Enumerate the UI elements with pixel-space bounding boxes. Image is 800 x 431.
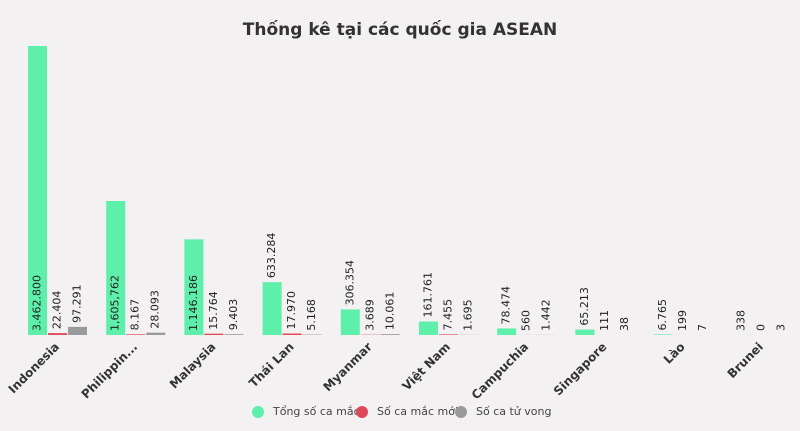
bar — [48, 333, 67, 335]
legend-label: Số ca tử vong — [476, 405, 551, 418]
legend-marker — [356, 406, 368, 418]
bar — [575, 329, 595, 335]
legend-marker — [252, 406, 264, 418]
value-label: 338 — [734, 310, 747, 331]
legend-label: Số ca mắc mới — [377, 405, 458, 418]
value-label: 17.970 — [285, 291, 298, 330]
bar — [262, 282, 282, 335]
value-label: 7 — [696, 324, 709, 331]
bar — [106, 200, 126, 335]
bar — [282, 333, 302, 335]
value-label: 1.442 — [540, 299, 553, 331]
legend-label: Tổng số ca mắc — [272, 405, 360, 418]
x-tick-label: Malaysia — [167, 340, 219, 392]
x-tick-label: Philippin... — [79, 340, 141, 402]
value-label: 6.765 — [656, 299, 669, 331]
value-label: 15.764 — [207, 291, 220, 330]
bar — [146, 332, 166, 335]
value-label: 1,605,762 — [109, 275, 122, 331]
x-tick-label: Việt Nam — [399, 340, 453, 394]
value-label: 5.168 — [305, 299, 318, 331]
value-label: 1.146.186 — [187, 275, 200, 331]
value-label: 10.061 — [383, 292, 396, 331]
value-label: 28.093 — [149, 290, 162, 329]
bar — [340, 309, 360, 335]
bar — [439, 334, 458, 335]
bar — [497, 328, 517, 335]
value-label: 560 — [520, 310, 533, 331]
x-tick-label: Lào — [661, 340, 688, 367]
value-label: 8.167 — [129, 299, 142, 331]
value-label: 97.291 — [71, 284, 84, 323]
value-label: 306.354 — [343, 260, 356, 306]
bar — [380, 334, 400, 335]
value-label: 3.462.800 — [31, 275, 44, 331]
x-tick-label: Brunei — [725, 340, 766, 381]
x-tick-label: Thái Lan — [246, 340, 296, 390]
bar — [184, 239, 204, 335]
value-label: 9.403 — [227, 299, 240, 331]
legend-marker — [455, 406, 467, 418]
x-tick-label: Myanmar — [320, 340, 374, 394]
value-label: 3 — [774, 324, 787, 331]
value-label: 65.213 — [578, 287, 591, 326]
x-tick-label: Campuchia — [469, 340, 532, 403]
bar — [204, 333, 224, 335]
value-label: 633.284 — [265, 233, 278, 279]
bar — [28, 46, 47, 335]
x-tick-label: Singapore — [551, 340, 610, 399]
bar — [68, 326, 87, 335]
bar — [126, 334, 146, 335]
value-label: 0 — [754, 324, 767, 331]
bar — [419, 321, 438, 335]
bar — [653, 334, 673, 335]
value-label: 7.455 — [442, 299, 455, 331]
x-tick-label: Indonesia — [6, 340, 62, 396]
chart-title: Thống kê tại các quốc gia ASEAN — [243, 19, 557, 40]
value-label: 3.689 — [363, 299, 376, 331]
value-label: 111 — [598, 310, 611, 331]
value-label: 161.761 — [422, 272, 435, 318]
value-label: 199 — [676, 310, 689, 331]
value-label: 78.474 — [500, 286, 513, 325]
bar — [224, 334, 244, 335]
value-label: 1.695 — [462, 299, 475, 331]
value-label: 22.404 — [51, 291, 64, 330]
value-label: 38 — [618, 317, 631, 331]
